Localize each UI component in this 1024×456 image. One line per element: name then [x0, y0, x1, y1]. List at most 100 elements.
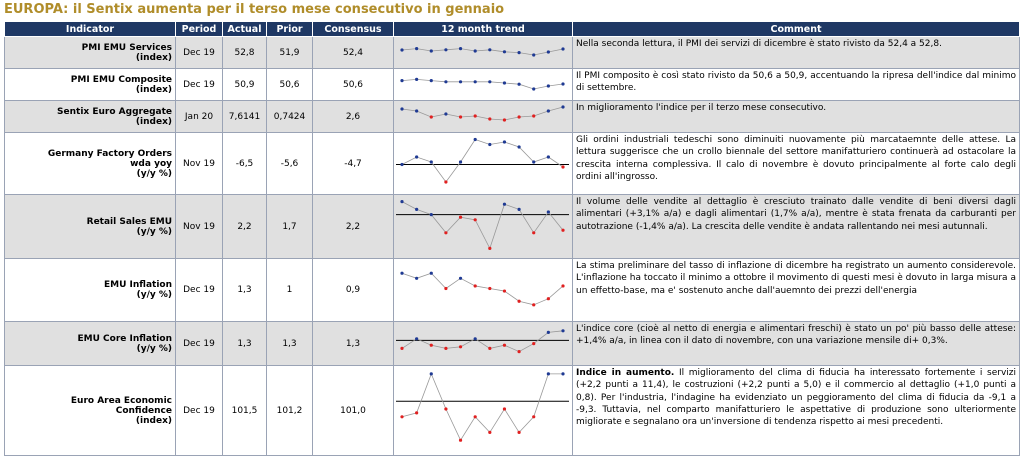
trend-point: [532, 231, 536, 235]
prior: 101,2: [266, 365, 313, 456]
trend-cell: [393, 365, 573, 456]
trend-line: [401, 139, 564, 183]
consensus: 2,6: [312, 100, 394, 133]
trend-point: [546, 155, 550, 159]
sparkline: [396, 137, 569, 184]
trend-line: [401, 330, 564, 353]
trend-point: [415, 47, 419, 51]
table-row: Retail Sales EMU (y/y %) Nov 19 2,2 1,7 2,2 I…: [4, 194, 1020, 259]
trend-point: [532, 53, 536, 57]
trend-point: [517, 430, 521, 434]
table-row: EMU Core Inflation (y/y %) Dec 19 1,3 1,3 1,…: [4, 321, 1020, 366]
trend-point: [561, 329, 565, 333]
trend-point: [561, 284, 565, 288]
comment: Il volume delle vendite al dettaglio è c…: [572, 194, 1020, 259]
indicator: Germany Factory Orders wda yoy (y/y %): [4, 132, 176, 195]
trend-point: [429, 213, 433, 217]
trend-point: [415, 276, 419, 280]
column-header: Prior: [266, 21, 313, 37]
trend-point: [473, 114, 477, 118]
trend-point: [429, 343, 433, 347]
trend-point: [488, 346, 492, 350]
period: Nov 19: [175, 132, 223, 195]
trend-point: [502, 202, 507, 206]
actual: -6,5: [222, 132, 267, 195]
comment: In miglioramento l'indice per il terzo m…: [572, 100, 1020, 133]
trend-point: [473, 337, 477, 341]
prior: 50,6: [266, 68, 313, 101]
indicator-table: Indicator Period Actual Prior Consensus 12 mo…: [4, 21, 1020, 456]
trend-point: [444, 231, 448, 235]
trend-cell: [393, 321, 573, 366]
trend-point: [517, 299, 521, 303]
trend-point: [458, 276, 463, 280]
comment: Indice in aumento. Il miglioramento del …: [572, 365, 1020, 456]
trend-point: [532, 160, 536, 164]
trend-point: [517, 145, 521, 149]
indicator: EMU Inflation (y/y %): [4, 258, 176, 322]
trend-point: [561, 82, 565, 86]
comment: La stima preliminare del tasso di inflaz…: [572, 258, 1020, 322]
column-header: Indicator: [4, 21, 176, 37]
trend-point: [400, 79, 404, 83]
trend-point: [517, 350, 521, 354]
consensus: -4,7: [312, 132, 394, 195]
comment: Gli ordini industriali tedeschi sono dim…: [572, 132, 1020, 195]
trend-point: [473, 284, 477, 288]
comment-text: L'indice core (cioè al netto di energia …: [576, 324, 1016, 347]
period: Jan 20: [175, 100, 223, 133]
trend-point: [458, 160, 463, 164]
comment: Nella seconda lettura, il PMI dei serviz…: [572, 36, 1020, 69]
trend-point: [561, 105, 565, 109]
trend-point: [473, 415, 477, 419]
trend-point: [532, 114, 536, 118]
trend-point: [429, 49, 433, 53]
trend-point: [561, 372, 565, 376]
trend-point: [532, 303, 536, 307]
sparkline: [396, 329, 569, 354]
trend-point: [458, 80, 463, 84]
trend-point: [546, 372, 550, 376]
actual: 2,2: [222, 194, 267, 259]
period: Dec 19: [175, 68, 223, 101]
trend-point: [400, 346, 404, 350]
trend-point: [458, 115, 463, 119]
trend-point: [400, 48, 404, 52]
actual: 1,3: [222, 321, 267, 366]
trend-point: [502, 289, 507, 293]
sparkline: [400, 271, 565, 307]
trend-point: [517, 82, 521, 86]
trend-point: [517, 207, 521, 211]
comment-text: Il volume delle vendite al dettaglio è c…: [576, 197, 1016, 232]
prior: 1,3: [266, 321, 313, 366]
trend-point: [532, 342, 536, 346]
trend-point: [546, 330, 550, 334]
trend-point: [473, 49, 477, 53]
indicator: PMI EMU Composite (index): [4, 68, 176, 101]
trend-point: [517, 51, 521, 55]
trend-point: [415, 155, 419, 159]
actual: 52,8: [222, 36, 267, 69]
trend-point: [488, 80, 492, 84]
trend-point: [488, 430, 492, 434]
consensus: 50,6: [312, 68, 394, 101]
table-row: EMU Inflation (y/y %) Dec 19 1,3 1 0,9 La sti…: [4, 258, 1020, 322]
consensus: 2,2: [312, 194, 394, 259]
trend-point: [444, 48, 448, 52]
actual: 50,9: [222, 68, 267, 101]
table-row: PMI EMU Composite (index) Dec 19 50,9 50,6 5…: [4, 68, 1020, 101]
trend-point: [532, 87, 536, 91]
prior: 0,7424: [266, 100, 313, 133]
table-row: Germany Factory Orders wda yoy (y/y %) No…: [4, 132, 1020, 195]
sparkline: [396, 200, 569, 250]
trend-line: [401, 372, 563, 442]
trend-cell: [393, 100, 573, 133]
trend-point: [546, 84, 550, 88]
trend-point: [561, 165, 565, 169]
comment-text: Nella seconda lettura, il PMI dei serviz…: [576, 39, 942, 49]
trend-point: [400, 271, 404, 275]
trend-point: [444, 180, 448, 184]
trend-point: [561, 47, 565, 51]
trend-point: [502, 140, 507, 144]
trend-point: [473, 137, 477, 142]
